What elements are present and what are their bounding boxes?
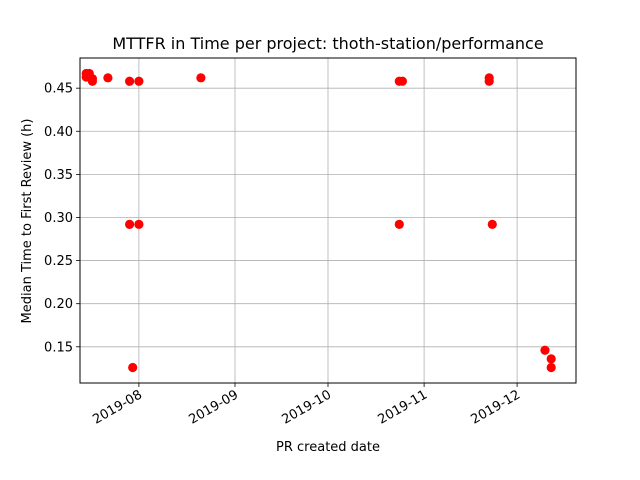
y-axis-label: Median Time to First Review (h) bbox=[20, 119, 35, 324]
y-axis-ticks: 0.15 0.20 0.25 0.30 0.35 0.40 0.45 bbox=[44, 82, 80, 355]
data-point bbox=[128, 362, 138, 373]
x-tick-label: 2019-08 bbox=[90, 387, 145, 427]
y-tick-label: 0.40 bbox=[44, 125, 73, 140]
y-tick-label: 0.20 bbox=[44, 297, 73, 312]
x-axis-ticks: 2019-08 2019-09 2019-10 2019-11 2019-12 bbox=[90, 383, 523, 428]
data-point bbox=[134, 76, 144, 86]
data-point bbox=[484, 76, 494, 86]
y-tick-label: 0.45 bbox=[44, 82, 73, 97]
x-tick-label: 2019-11 bbox=[376, 387, 431, 427]
data-point bbox=[397, 76, 407, 86]
x-tick-label: 2019-09 bbox=[186, 387, 241, 427]
data-points bbox=[81, 68, 556, 373]
x-axis-label: PR created date bbox=[276, 440, 380, 455]
data-point bbox=[487, 219, 497, 229]
x-gridlines bbox=[138, 58, 518, 383]
x-tick-label: 2019-10 bbox=[279, 387, 334, 427]
y-tick-label: 0.35 bbox=[44, 168, 73, 183]
data-point bbox=[134, 219, 144, 229]
x-tick-label: 2019-12 bbox=[469, 387, 524, 427]
data-point bbox=[87, 76, 97, 86]
y-tick-label: 0.15 bbox=[44, 340, 73, 355]
chart-title: MTTFR in Time per project: thoth-station… bbox=[112, 34, 543, 53]
data-point bbox=[196, 73, 206, 83]
y-tick-label: 0.25 bbox=[44, 254, 73, 269]
data-point bbox=[546, 362, 556, 373]
data-point bbox=[546, 354, 556, 364]
data-point bbox=[125, 76, 135, 86]
data-point bbox=[540, 345, 550, 355]
data-point bbox=[394, 219, 404, 229]
y-gridlines bbox=[80, 87, 576, 348]
y-tick-label: 0.30 bbox=[44, 211, 73, 226]
data-point bbox=[103, 73, 113, 83]
data-point bbox=[125, 219, 135, 229]
